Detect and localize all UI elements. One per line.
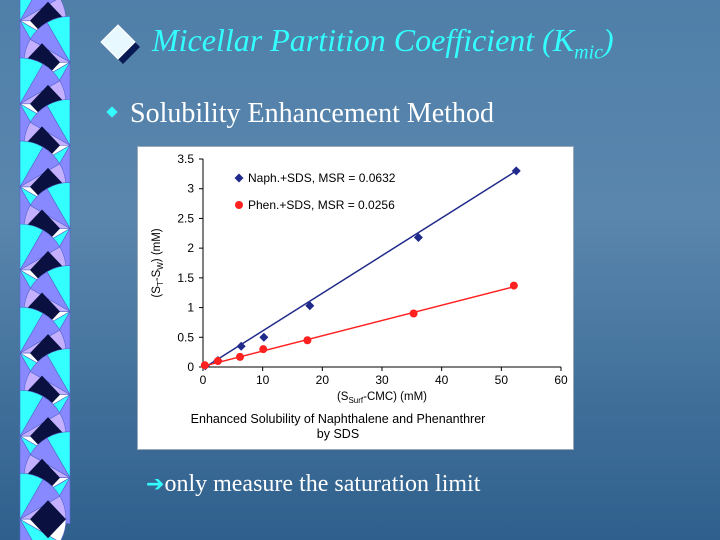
x-axis-label-sub: Surf xyxy=(348,396,363,405)
legend-marker xyxy=(234,173,244,183)
x-tick-label: 10 xyxy=(256,373,270,387)
y-axis-label-sub: W xyxy=(156,262,165,270)
right-arrow-icon: ➔ xyxy=(146,472,165,497)
x-tick-label: 60 xyxy=(554,373,568,387)
data-point xyxy=(259,332,269,342)
data-point xyxy=(303,336,312,345)
title-diamond-icon xyxy=(100,24,140,64)
x-tick-label: 0 xyxy=(200,373,207,387)
fan-diamond xyxy=(30,500,66,539)
data-point xyxy=(235,352,244,361)
x-axis-label: (SSurf-CMC) (mM) xyxy=(337,391,427,405)
data-point xyxy=(200,361,209,370)
x-axis-label-part: (S xyxy=(337,391,349,403)
x-axis-label-part: -CMC) (mM) xyxy=(363,391,427,403)
bottom-note: ➔only measure the saturation limit xyxy=(146,471,480,498)
y-tick-label: 2 xyxy=(187,241,194,255)
x-tick-label: 40 xyxy=(435,373,449,387)
bullet-diamond-icon xyxy=(106,105,118,118)
bullet-solubility-method: Solubility Enhancement Method xyxy=(106,98,494,130)
data-point xyxy=(509,281,518,290)
y-tick-label: 3 xyxy=(187,182,194,196)
fit-line xyxy=(204,170,517,368)
x-tick-label: 20 xyxy=(316,373,330,387)
y-tick-label: 0.5 xyxy=(177,330,194,344)
y-axis-label-sub: T xyxy=(156,281,165,286)
slide-title: Micellar Partition Coefficient (Kmic) xyxy=(152,22,614,64)
y-tick-label: 2.5 xyxy=(177,211,194,225)
bottom-note-text: only measure the saturation limit xyxy=(164,471,481,497)
legend-label: Phen.+SDS, MSR = 0.0256 xyxy=(248,198,395,212)
chart-caption-line-1: Enhanced Solubility of Naphthalene and P… xyxy=(190,412,486,426)
legend-entry: Naph.+SDS, MSR = 0.0632 xyxy=(234,171,396,185)
series-phenanthrene xyxy=(200,281,518,370)
chart-caption: Enhanced Solubility of Naphthalene and P… xyxy=(138,412,538,442)
fit-line xyxy=(204,286,515,367)
x-tick-label: 50 xyxy=(495,373,509,387)
legend-entry: Phen.+SDS, MSR = 0.0256 xyxy=(235,198,395,212)
chart-frame: 0 0.5 1 1.5 2 2.5 3 3.5 0 10 20 30 40 50 60 (SSurf-CMC)… xyxy=(137,146,574,450)
y-tick-label: 0 xyxy=(187,360,194,374)
series-naphthalene xyxy=(200,166,521,371)
legend-label: Naph.+SDS, MSR = 0.0632 xyxy=(248,171,396,185)
data-point xyxy=(259,345,268,354)
data-point xyxy=(213,357,222,366)
data-point xyxy=(413,232,423,242)
data-point xyxy=(511,166,521,176)
y-axis-label-part: -S xyxy=(151,269,163,281)
x-tick-label: 30 xyxy=(375,373,389,387)
data-point xyxy=(305,301,315,311)
chart-plot: 00.511.522.533.50 10 20 30 40 50 60(SSurf-CMC)… xyxy=(151,152,568,405)
data-point xyxy=(409,309,418,318)
y-tick-label: 3.5 xyxy=(177,152,194,166)
y-axis-label: (ST-SW) (mM) xyxy=(151,228,165,297)
y-tick-label: 1.5 xyxy=(177,271,194,285)
data-point xyxy=(236,341,246,351)
chart-caption-line-2: by SDS xyxy=(316,427,360,441)
legend-marker xyxy=(235,201,243,209)
decorative-fan-border xyxy=(18,0,72,540)
y-tick-label: 1 xyxy=(187,301,194,315)
y-axis-label-part: ) (mM) xyxy=(151,228,163,262)
y-axis-label-part: (S xyxy=(151,286,163,298)
